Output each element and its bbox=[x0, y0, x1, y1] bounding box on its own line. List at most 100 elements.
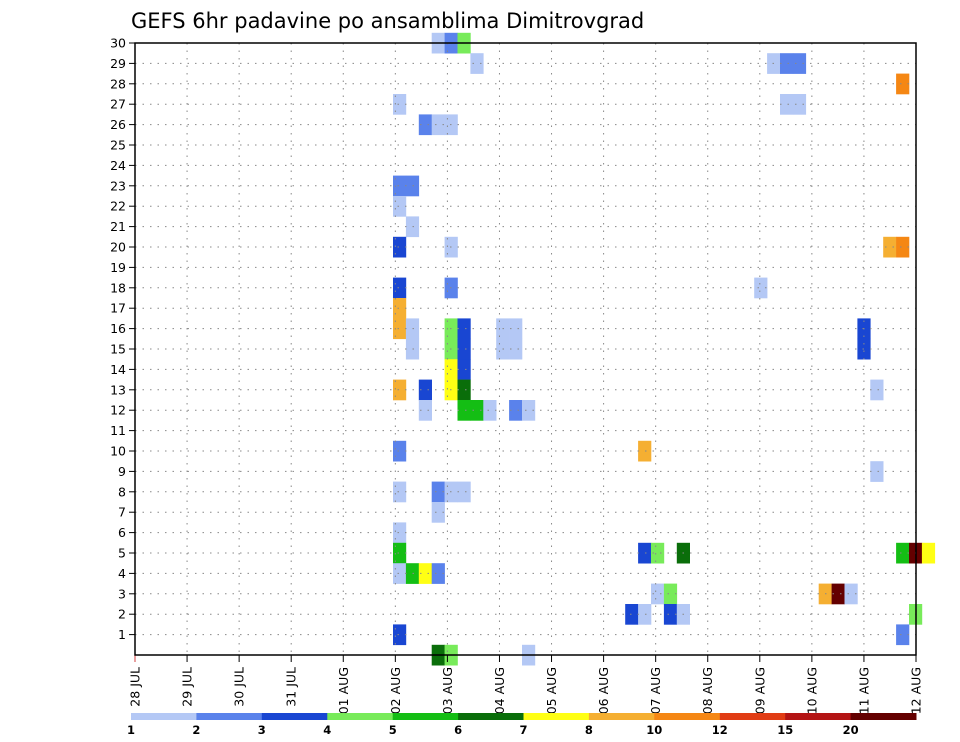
colorbar-label: 3 bbox=[258, 723, 266, 737]
precip-cell bbox=[431, 114, 445, 136]
x-tick-label: 03 AUG bbox=[440, 667, 455, 714]
precip-cell bbox=[393, 277, 407, 299]
y-tick-label: 28 bbox=[110, 76, 126, 91]
precip-cell bbox=[418, 563, 432, 584]
colorbar-swatch bbox=[392, 713, 459, 720]
colorbar-swatch bbox=[327, 713, 394, 720]
y-tick-label: 13 bbox=[110, 382, 126, 397]
colorbar-label: 12 bbox=[712, 723, 728, 737]
y-tick-label: 4 bbox=[118, 566, 126, 581]
precip-cell bbox=[883, 236, 897, 258]
colorbar-label: 2 bbox=[192, 723, 200, 737]
precip-cell bbox=[663, 583, 678, 605]
precip-cell bbox=[625, 604, 639, 625]
y-tick-label: 7 bbox=[118, 505, 126, 520]
precip-cell bbox=[754, 277, 768, 299]
precip-cell bbox=[418, 114, 432, 136]
x-tick-label: 07 AUG bbox=[648, 667, 663, 714]
colorbar-swatch bbox=[458, 713, 524, 720]
precip-cell bbox=[393, 379, 407, 401]
x-tick-label: 08 AUG bbox=[700, 667, 715, 714]
y-tick-label: 8 bbox=[118, 484, 126, 499]
plot-frame bbox=[134, 42, 917, 656]
cells-layer bbox=[393, 32, 936, 666]
precip-cell bbox=[896, 624, 910, 646]
y-tick-label: 27 bbox=[110, 97, 126, 112]
precip-cell bbox=[457, 318, 471, 340]
colorbar-swatch bbox=[261, 713, 328, 720]
y-tick-label: 26 bbox=[110, 117, 126, 132]
y-tick-label: 17 bbox=[110, 301, 126, 316]
colorbar-label: 6 bbox=[454, 723, 462, 737]
precip-cell bbox=[870, 461, 884, 482]
axis-layer: 1234567891011121314151617181920212223242… bbox=[110, 36, 923, 715]
precip-cell bbox=[780, 94, 794, 115]
colorbar-swatch bbox=[654, 713, 721, 720]
precip-cell bbox=[509, 318, 523, 340]
colorbar-label: 20 bbox=[843, 723, 859, 737]
precip-cell bbox=[638, 440, 652, 462]
precip-cell bbox=[431, 502, 445, 523]
precip-cell bbox=[393, 522, 407, 544]
precip-cell bbox=[393, 481, 407, 503]
y-tick-label: 15 bbox=[110, 342, 126, 357]
precip-cell bbox=[457, 400, 471, 421]
y-tick-label: 5 bbox=[118, 546, 126, 561]
y-tick-label: 1 bbox=[118, 627, 126, 642]
colorbar-label: 4 bbox=[323, 723, 331, 737]
precip-cell bbox=[483, 400, 497, 421]
colorbar-swatch bbox=[719, 713, 786, 720]
precip-cell bbox=[393, 298, 407, 319]
precip-cell bbox=[651, 542, 665, 564]
y-tick-label: 18 bbox=[110, 280, 126, 295]
precip-cell bbox=[780, 53, 794, 74]
colorbar-label: 7 bbox=[519, 723, 527, 737]
colorbar-swatch bbox=[523, 713, 590, 720]
colorbar-label: 5 bbox=[389, 723, 397, 737]
precip-cell bbox=[457, 338, 471, 360]
x-tick-label: 12 AUG bbox=[909, 667, 924, 714]
chart-title: GEFS 6hr padavine po ansamblima Dimitrov… bbox=[131, 9, 644, 33]
precip-cell bbox=[393, 624, 407, 646]
precip-cell bbox=[470, 53, 484, 74]
y-tick-label: 23 bbox=[110, 178, 126, 193]
colorbar-swatch bbox=[588, 713, 655, 720]
x-tick-label: 04 AUG bbox=[492, 667, 507, 714]
precip-cell bbox=[509, 338, 523, 360]
y-tick-label: 12 bbox=[110, 403, 126, 418]
precip-cell bbox=[457, 359, 471, 380]
y-tick-label: 10 bbox=[110, 444, 126, 459]
y-tick-label: 14 bbox=[110, 362, 126, 377]
y-tick-label: 25 bbox=[110, 138, 126, 153]
precip-cell bbox=[431, 481, 445, 503]
precip-cell bbox=[522, 400, 536, 421]
precip-cell bbox=[896, 542, 910, 564]
x-tick-label: 09 AUG bbox=[752, 667, 767, 714]
precip-cell bbox=[638, 604, 652, 625]
precip-cell bbox=[792, 94, 807, 115]
x-tick-label: 11 AUG bbox=[856, 667, 871, 714]
precip-cell bbox=[896, 236, 910, 258]
precip-cell bbox=[663, 604, 678, 625]
precip-cell bbox=[651, 583, 665, 605]
precip-cell bbox=[792, 53, 807, 74]
y-tick-label: 3 bbox=[118, 586, 126, 601]
y-tick-label: 16 bbox=[110, 321, 126, 336]
precip-cell bbox=[393, 196, 407, 217]
x-tick-label: 31 JUL bbox=[284, 667, 299, 707]
y-tick-label: 24 bbox=[110, 158, 126, 173]
precip-cell bbox=[393, 175, 407, 197]
precip-cell bbox=[831, 583, 845, 605]
colorbar-label: 10 bbox=[646, 723, 662, 737]
y-tick-label: 20 bbox=[110, 240, 126, 255]
y-tick-label: 11 bbox=[110, 423, 126, 438]
precip-cell bbox=[509, 400, 523, 421]
precip-cell bbox=[870, 379, 884, 401]
y-tick-label: 6 bbox=[118, 525, 126, 540]
colorbar-swatch bbox=[196, 713, 263, 720]
precip-cell bbox=[393, 563, 407, 584]
x-tick-label: 06 AUG bbox=[596, 667, 611, 714]
y-tick-label: 2 bbox=[118, 607, 126, 622]
y-tick-label: 30 bbox=[110, 36, 126, 51]
